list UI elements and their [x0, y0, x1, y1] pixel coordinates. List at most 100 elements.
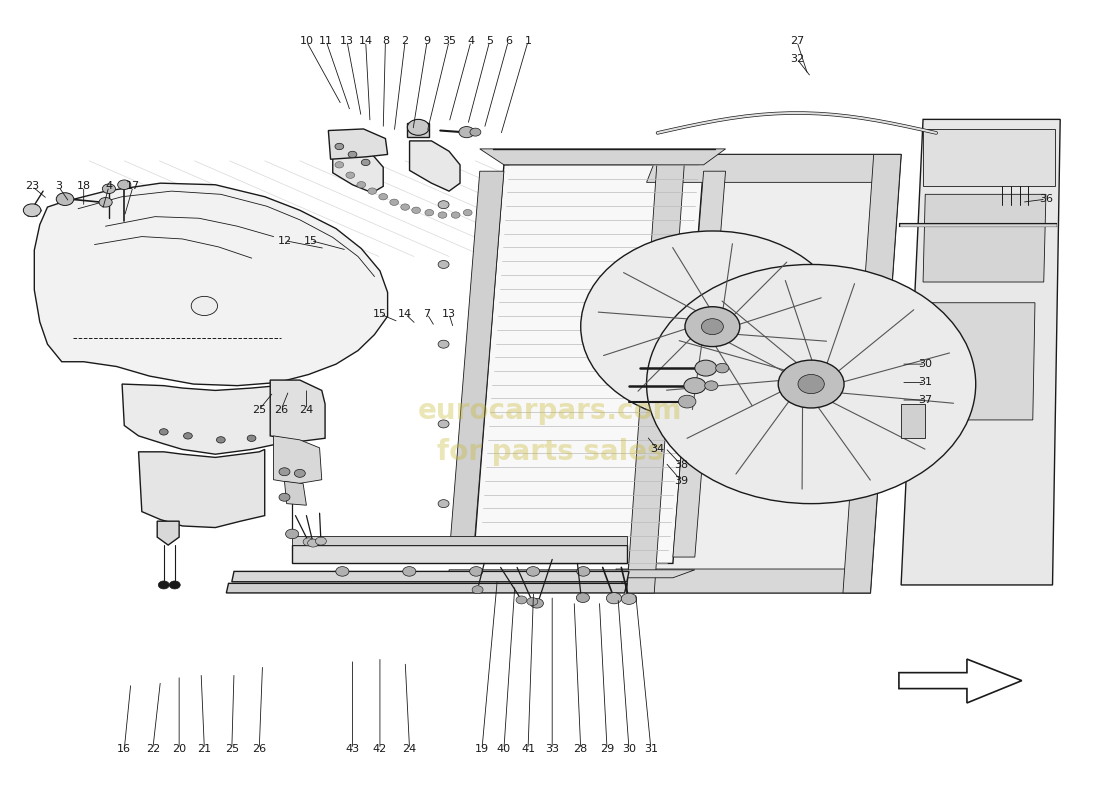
Text: 5: 5: [486, 36, 493, 46]
Text: eurocarpars.com
for parts sales: eurocarpars.com for parts sales: [418, 398, 682, 466]
Circle shape: [279, 468, 290, 476]
Polygon shape: [921, 302, 1035, 420]
Circle shape: [679, 395, 696, 408]
Circle shape: [169, 581, 180, 589]
Circle shape: [345, 172, 354, 178]
Circle shape: [286, 529, 299, 538]
Text: 6: 6: [505, 36, 512, 46]
Text: 4: 4: [468, 36, 474, 46]
Circle shape: [217, 437, 226, 443]
Circle shape: [361, 159, 370, 166]
Text: 15: 15: [373, 309, 387, 319]
Polygon shape: [293, 545, 627, 563]
Circle shape: [334, 143, 343, 150]
Text: 35: 35: [442, 36, 456, 46]
Text: 1: 1: [525, 36, 531, 46]
Circle shape: [56, 193, 74, 206]
Circle shape: [336, 566, 349, 576]
Polygon shape: [271, 380, 326, 442]
Text: 10: 10: [299, 36, 314, 46]
Polygon shape: [901, 404, 925, 438]
Circle shape: [367, 188, 376, 194]
Polygon shape: [473, 165, 704, 563]
Text: 25: 25: [252, 405, 266, 414]
Circle shape: [684, 378, 706, 394]
Polygon shape: [409, 141, 460, 191]
Circle shape: [527, 566, 540, 576]
Circle shape: [191, 296, 218, 315]
Circle shape: [99, 198, 112, 207]
Text: 26: 26: [274, 405, 288, 414]
Circle shape: [438, 340, 449, 348]
Circle shape: [407, 119, 429, 135]
Polygon shape: [843, 154, 901, 593]
Text: 15: 15: [304, 235, 318, 246]
Polygon shape: [332, 145, 383, 193]
Polygon shape: [232, 571, 629, 582]
Circle shape: [576, 593, 590, 602]
Text: 8: 8: [382, 36, 389, 46]
Circle shape: [411, 207, 420, 214]
Polygon shape: [329, 129, 387, 159]
Circle shape: [716, 363, 729, 373]
Circle shape: [606, 593, 621, 604]
Text: 34: 34: [650, 445, 664, 454]
Circle shape: [425, 210, 433, 216]
Circle shape: [356, 182, 365, 188]
Circle shape: [470, 128, 481, 136]
Circle shape: [102, 184, 116, 194]
Polygon shape: [285, 482, 307, 506]
Polygon shape: [673, 171, 726, 557]
Text: 9: 9: [424, 36, 431, 46]
Text: 28: 28: [573, 744, 587, 754]
Text: 40: 40: [497, 744, 512, 754]
Polygon shape: [627, 154, 685, 593]
Polygon shape: [34, 183, 387, 386]
Polygon shape: [274, 436, 322, 484]
Text: 26: 26: [252, 744, 266, 754]
Polygon shape: [293, 535, 627, 545]
Polygon shape: [480, 149, 726, 165]
Circle shape: [702, 318, 724, 334]
Text: 4: 4: [106, 182, 112, 191]
Circle shape: [389, 199, 398, 206]
Circle shape: [516, 596, 527, 604]
Circle shape: [400, 204, 409, 210]
Circle shape: [576, 566, 590, 576]
Polygon shape: [616, 569, 870, 593]
Text: 24: 24: [403, 744, 417, 754]
Circle shape: [685, 306, 740, 346]
Circle shape: [705, 381, 718, 390]
Circle shape: [581, 231, 844, 422]
Text: 18: 18: [77, 182, 90, 191]
Text: 13: 13: [442, 309, 456, 319]
Circle shape: [348, 151, 356, 158]
Circle shape: [403, 566, 416, 576]
Polygon shape: [899, 659, 1022, 703]
Text: 3: 3: [55, 182, 62, 191]
Circle shape: [459, 126, 474, 138]
Text: 12: 12: [277, 235, 292, 246]
Circle shape: [778, 360, 844, 408]
Text: 41: 41: [521, 744, 535, 754]
Circle shape: [530, 598, 543, 608]
Circle shape: [308, 539, 319, 547]
Circle shape: [470, 566, 483, 576]
Polygon shape: [227, 583, 627, 593]
Circle shape: [451, 212, 460, 218]
Text: 42: 42: [373, 744, 387, 754]
Polygon shape: [923, 194, 1046, 282]
Polygon shape: [122, 384, 293, 454]
Circle shape: [438, 261, 449, 269]
Polygon shape: [901, 119, 1060, 585]
Circle shape: [438, 201, 449, 209]
Text: 30: 30: [621, 744, 636, 754]
Polygon shape: [157, 521, 179, 545]
Text: 23: 23: [25, 182, 40, 191]
Circle shape: [316, 537, 327, 545]
Circle shape: [248, 435, 256, 442]
Circle shape: [621, 594, 637, 605]
Text: 17: 17: [126, 182, 140, 191]
Polygon shape: [449, 570, 695, 578]
Circle shape: [295, 470, 306, 478]
